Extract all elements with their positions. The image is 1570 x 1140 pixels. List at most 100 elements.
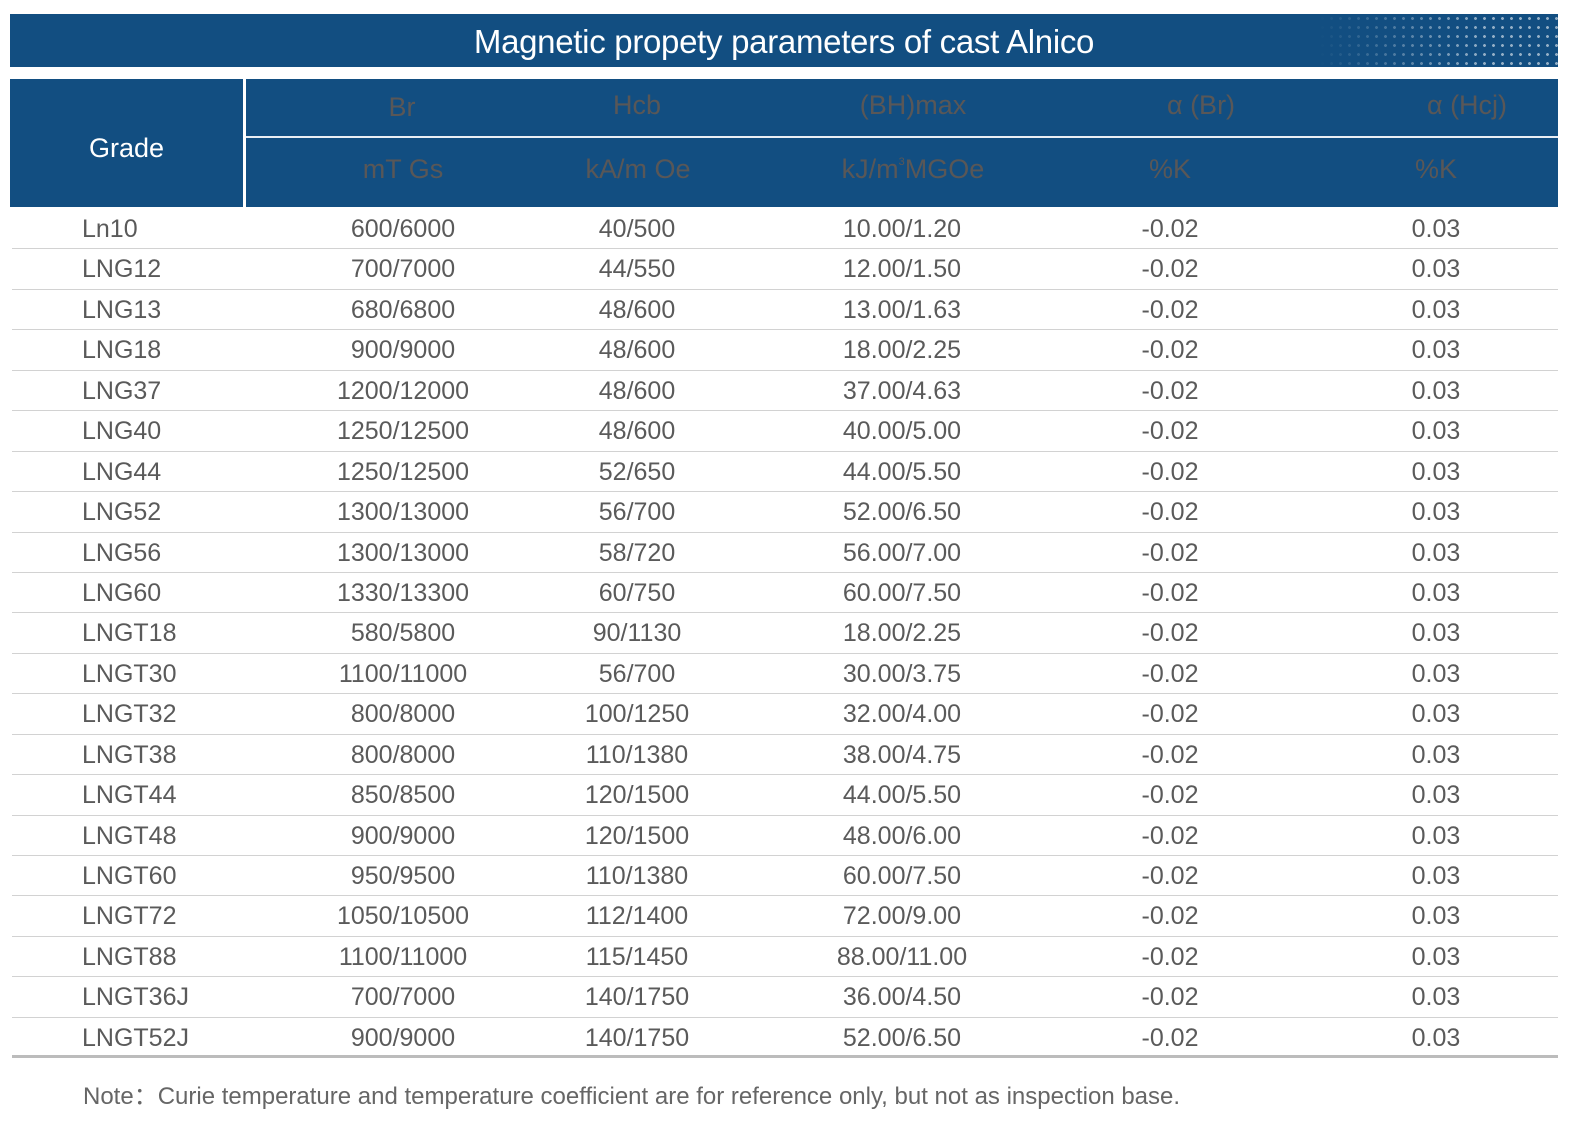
table-row: LNG56 1300/13000 58/720 56.00/7.00 -0.02 0.03 (12, 533, 1558, 573)
cell-grade: LNG60 (82, 578, 162, 607)
table-row: LNG44 1250/12500 52/650 44.00/5.50 -0.02 0.03 (12, 452, 1558, 493)
grade-header-label: Grade (88, 133, 165, 163)
cell-grade: LNG37 (82, 376, 162, 405)
cell-alpha-hcj: 0.03 (1411, 619, 1461, 648)
cell-alpha-br: -0.02 (1141, 578, 1199, 607)
cell-hcb: 48/600 (598, 295, 676, 324)
cell-bhmax: 44.00/5.50 (842, 781, 962, 810)
cell-bhmax: 13.00/1.63 (842, 295, 962, 324)
cell-bhmax: 60.00/7.50 (842, 862, 962, 890)
cell-bhmax: 18.00/2.25 (842, 619, 962, 648)
cell-alpha-br: -0.02 (1141, 215, 1199, 243)
cell-bhmax: 40.00/5.00 (842, 417, 962, 446)
table-row: LNGT32 800/8000 100/1250 32.00/4.00 -0.02 0.0… (12, 694, 1558, 735)
cell-br: 1300/13000 (336, 538, 470, 567)
cell-alpha-hcj: 0.03 (1411, 659, 1461, 688)
header-alpha-br: α (Br) (1166, 90, 1236, 120)
header-br: Br (388, 92, 416, 122)
table-row: LNGT44 850/8500 120/1500 44.00/5.50 -0.02 0.0… (12, 775, 1558, 816)
cell-alpha-br: -0.02 (1141, 821, 1199, 850)
cell-alpha-br: -0.02 (1141, 1023, 1199, 1052)
cell-br: 1100/11000 (338, 659, 468, 688)
cell-hcb: 110/1380 (585, 740, 689, 769)
cell-br: 1250/12500 (336, 417, 470, 446)
cell-hcb: 140/1750 (584, 983, 690, 1012)
cell-grade: LNG52 (82, 498, 162, 527)
cell-bhmax: 12.00/1.50 (842, 255, 962, 284)
cell-bhmax: 48.00/6.00 (842, 821, 962, 850)
cell-hcb: 110/1380 (585, 862, 689, 890)
table-row: LNGT48 900/9000 120/1500 48.00/6.00 -0.02 0.0… (12, 816, 1558, 856)
cell-grade: LNGT52J (82, 1023, 189, 1052)
cell-alpha-br: -0.02 (1141, 942, 1199, 971)
cell-alpha-hcj: 0.03 (1411, 781, 1461, 810)
cell-alpha-hcj: 0.03 (1411, 821, 1461, 850)
cell-br: 950/9500 (350, 862, 456, 890)
cell-alpha-br: -0.02 (1141, 781, 1199, 810)
cell-alpha-br: -0.02 (1141, 457, 1199, 486)
cell-br: 800/8000 (350, 740, 456, 769)
cell-alpha-br: -0.02 (1141, 659, 1199, 688)
cell-hcb: 90/1130 (592, 619, 682, 648)
cell-grade: LNGT48 (82, 821, 177, 850)
cell-hcb: 56/700 (598, 659, 676, 688)
cell-hcb: 100/1250 (584, 700, 690, 729)
unit-bhmax-pre: kJ/m (841, 154, 899, 184)
cell-alpha-hcj: 0.03 (1411, 376, 1461, 405)
cell-bhmax: 52.00/6.50 (842, 1023, 962, 1052)
cell-alpha-hcj: 0.03 (1411, 902, 1461, 931)
header-hcb: Hcb (612, 90, 661, 120)
table-row: LNG52 1300/13000 56/700 52.00/6.50 -0.02 0.03 (12, 492, 1558, 533)
cell-hcb: 48/600 (598, 417, 676, 446)
cell-hcb: 52/650 (598, 457, 676, 486)
unit-hcb: kA/m Oe (585, 154, 691, 184)
cell-grade: LNGT36J (82, 983, 189, 1012)
cell-bhmax: 88.00/11.00 (836, 942, 968, 971)
cell-grade: LNG13 (82, 295, 162, 324)
cell-br: 1050/10500 (336, 902, 470, 931)
cell-br: 900/9000 (350, 821, 456, 850)
cell-alpha-br: -0.02 (1141, 417, 1199, 446)
cell-alpha-br: -0.02 (1141, 902, 1199, 931)
cell-br: 850/8500 (350, 781, 456, 810)
unit-alpha-br: %K (1148, 154, 1192, 184)
cell-bhmax: 60.00/7.50 (842, 578, 962, 607)
cell-alpha-hcj: 0.03 (1411, 457, 1461, 486)
cell-alpha-br: -0.02 (1141, 376, 1199, 405)
cell-br: 1200/12000 (336, 376, 470, 405)
grade-header: Grade (10, 79, 243, 207)
cell-alpha-br: -0.02 (1141, 983, 1199, 1012)
cell-grade: LNG12 (82, 255, 162, 284)
cell-bhmax: 10.00/1.20 (842, 215, 962, 243)
cell-alpha-hcj: 0.03 (1411, 255, 1461, 284)
cell-br: 1250/12500 (336, 457, 470, 486)
cell-bhmax: 44.00/5.50 (842, 457, 962, 486)
cell-br: 1330/13300 (336, 578, 470, 607)
header-alpha-hcj: α (Hcj) (1426, 90, 1508, 120)
cell-alpha-hcj: 0.03 (1411, 1023, 1461, 1052)
cell-bhmax: 72.00/9.00 (842, 902, 962, 931)
cell-alpha-hcj: 0.03 (1411, 578, 1461, 607)
unit-bhmax-post: MGOe (904, 154, 985, 184)
header-divider (246, 136, 1558, 138)
cell-grade: LNGT88 (82, 942, 177, 971)
cell-br: 600/6000 (350, 215, 456, 243)
cell-alpha-hcj: 0.03 (1411, 295, 1461, 324)
cell-alpha-br: -0.02 (1141, 255, 1199, 284)
table-title: Magnetic propety parameters of cast Alni… (473, 23, 1095, 60)
cell-br: 900/9000 (350, 1023, 456, 1052)
table-row: LNGT88 1100/11000 115/1450 88.00/11.00 -0.02… (12, 937, 1558, 978)
cell-alpha-hcj: 0.03 (1411, 983, 1461, 1012)
cell-grade: LNGT38 (82, 740, 177, 769)
cell-hcb: 120/1500 (584, 781, 690, 810)
cell-br: 800/8000 (350, 700, 456, 729)
cell-br: 700/7000 (350, 255, 456, 284)
footnote: Note：Curie temperature and temperature c… (83, 1083, 1181, 1110)
cell-hcb: 40/500 (598, 215, 676, 243)
cell-grade: LNG56 (82, 538, 162, 567)
cell-grade: LNG40 (82, 417, 162, 446)
table-row: LNGT38 800/8000 110/1380 38.00/4.75 -0.02 0.0… (12, 735, 1558, 776)
cell-bhmax: 52.00/6.50 (842, 498, 962, 527)
table-row: LNG60 1330/13300 60/750 60.00/7.50 -0.02 0.03 (12, 573, 1558, 614)
cell-alpha-hcj: 0.03 (1411, 740, 1461, 769)
